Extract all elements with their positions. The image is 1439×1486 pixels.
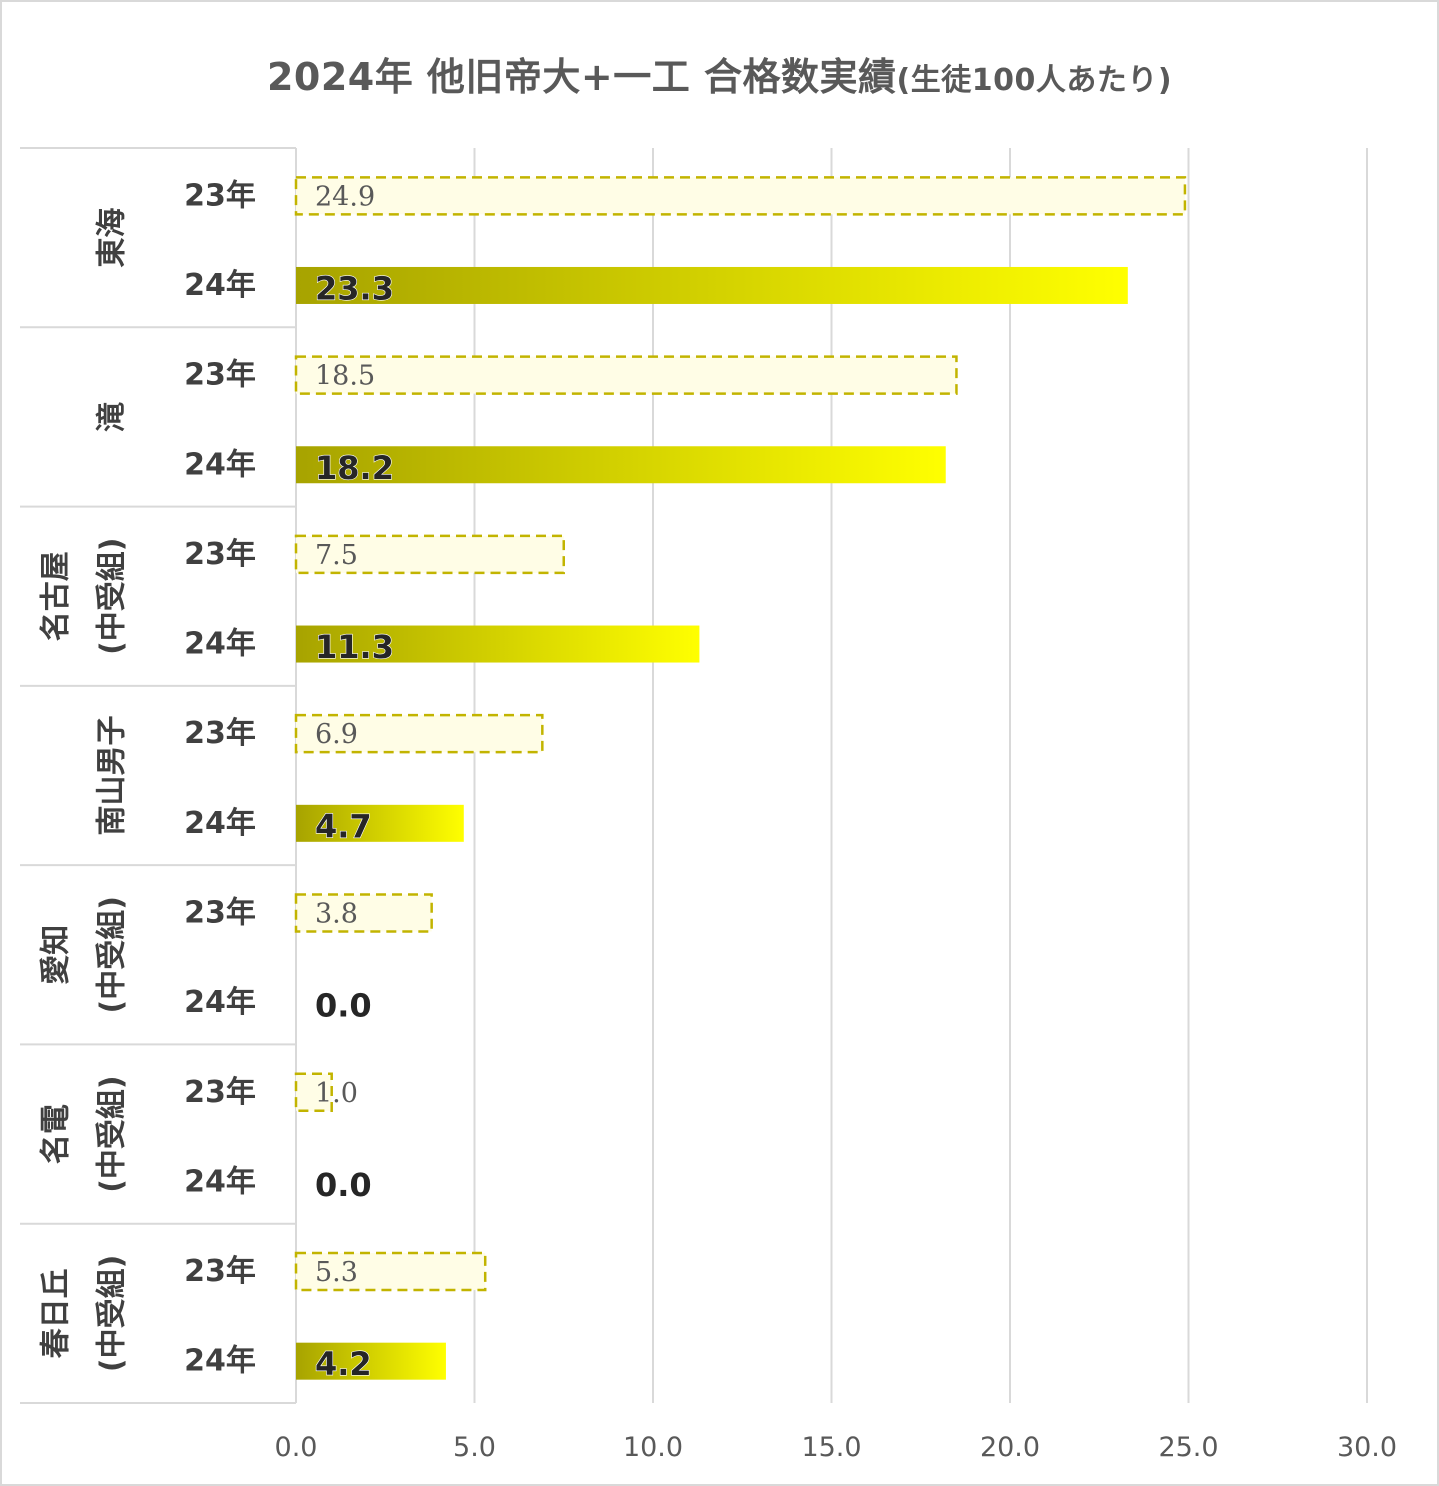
group-label: 春日丘 <box>39 1268 74 1358</box>
year-label: 24年 <box>184 806 256 841</box>
x-tick-label: 5.0 <box>453 1432 496 1463</box>
group-label: (中受組) <box>95 1255 130 1372</box>
year-label: 23年 <box>184 1254 256 1289</box>
data-label-24: 0.0 <box>315 1166 372 1204</box>
year-label: 24年 <box>184 447 256 482</box>
bar-24 <box>296 266 1128 304</box>
x-tick-label: 25.0 <box>1158 1432 1218 1463</box>
bar-24 <box>296 804 464 842</box>
x-tick-label: 10.0 <box>623 1432 683 1463</box>
group-label: (中受組) <box>95 896 130 1013</box>
group-label: (中受組) <box>95 538 130 655</box>
group-label: 名古屋 <box>39 551 74 641</box>
group-label: 滝 <box>95 402 130 432</box>
data-label-23: 7.5 <box>315 540 358 571</box>
data-label-23: 1.0 <box>315 1078 358 1109</box>
year-label: 24年 <box>184 1164 256 1199</box>
bar-24 <box>296 1342 446 1380</box>
group-label: 東海 <box>95 208 130 268</box>
year-label: 23年 <box>184 358 256 393</box>
bar-23 <box>294 355 958 395</box>
year-label: 23年 <box>184 178 256 213</box>
x-tick-label: 20.0 <box>980 1432 1040 1463</box>
year-label: 24年 <box>184 1344 256 1379</box>
data-label-23: 3.8 <box>315 898 358 929</box>
data-label-24: 11.3 <box>315 628 394 666</box>
data-label-24: 4.7 <box>315 807 372 845</box>
x-tick-label: 30.0 <box>1337 1432 1397 1463</box>
year-label: 23年 <box>184 1075 256 1110</box>
chart-title: 2024年 他旧帝大+一工 合格数実績(生徒100人あたり) <box>2 46 1437 101</box>
bar-24 <box>296 625 700 663</box>
bar-23 <box>294 534 565 575</box>
bar-23 <box>294 1251 487 1292</box>
x-tick-label: 15.0 <box>801 1432 861 1463</box>
x-tick-label: 0.0 <box>275 1432 318 1463</box>
group-label: 南山男子 <box>95 716 130 836</box>
chart-title-suffix: (生徒100人あたり) <box>896 63 1173 98</box>
year-label: 24年 <box>184 627 256 662</box>
bar-23 <box>294 893 433 933</box>
year-label: 24年 <box>184 985 256 1020</box>
year-label: 24年 <box>184 268 256 303</box>
bar-23 <box>294 176 1187 216</box>
bar-23 <box>294 1072 333 1112</box>
bar-23 <box>294 713 544 754</box>
group-label: (中受組) <box>95 1075 130 1192</box>
data-label-23: 5.3 <box>315 1257 358 1288</box>
year-label: 23年 <box>184 895 256 930</box>
data-label-24: 0.0 <box>315 987 372 1025</box>
year-label: 23年 <box>184 716 256 751</box>
data-label-23: 6.9 <box>315 719 358 750</box>
data-label-24: 23.3 <box>315 269 394 307</box>
data-label-24: 4.2 <box>315 1345 372 1383</box>
group-label: 名電 <box>39 1104 74 1164</box>
data-label-23: 24.9 <box>315 181 375 212</box>
year-label: 23年 <box>184 537 256 572</box>
group-label: 愛知 <box>39 925 74 985</box>
data-label-23: 18.5 <box>315 361 375 392</box>
data-label-24: 18.2 <box>315 449 394 487</box>
chart-title-main: 2024年 他旧帝大+一工 合格数実績 <box>266 55 897 99</box>
bar-24 <box>296 446 946 484</box>
